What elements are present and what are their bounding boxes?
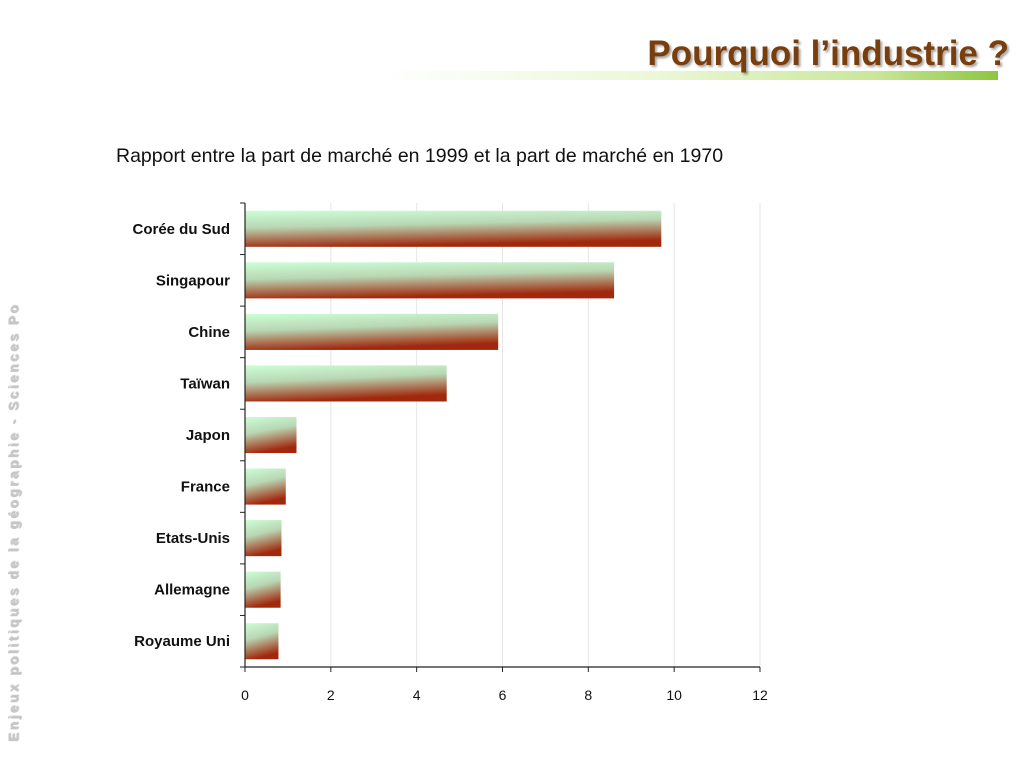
category-label: Chine — [188, 324, 230, 341]
labels: Corée du Sud Singapour Chine Taïwan Japon Fra… — [132, 221, 768, 703]
bar-royaume-uni — [245, 623, 279, 660]
x-tick-label: 8 — [584, 687, 592, 703]
x-tick-label: 2 — [327, 687, 335, 703]
bar-corée-du-sud — [245, 210, 662, 247]
bar-singapour — [245, 262, 615, 299]
x-tick-label: 12 — [752, 687, 768, 703]
category-label: Japon — [186, 427, 230, 444]
category-label: France — [181, 479, 230, 496]
category-label: Singapour — [156, 272, 230, 289]
bar-japon — [245, 416, 297, 454]
category-label: Royaume Uni — [134, 633, 230, 650]
slide-title: Pourquoi l’industrie ? — [647, 34, 1009, 73]
x-tick-label: 6 — [499, 687, 507, 703]
title-underline-bar — [380, 71, 998, 80]
bar-etats-unis — [245, 520, 282, 557]
x-tick-label: 4 — [413, 687, 421, 703]
category-label: Etats-Unis — [156, 530, 230, 547]
chart-title: Rapport entre la part de marché en 1999 … — [116, 145, 724, 167]
bar-taïwan — [245, 365, 447, 402]
bar-france — [245, 468, 286, 505]
bars — [245, 210, 662, 660]
category-label: Taïwan — [180, 375, 230, 392]
bar-allemagne — [245, 571, 281, 608]
axes — [240, 202, 761, 672]
category-label: Corée du Sud — [132, 221, 230, 238]
x-tick-label: 0 — [241, 687, 249, 703]
category-label: Allemagne — [154, 582, 230, 599]
x-tick-label: 10 — [666, 687, 682, 703]
bar-chine — [245, 313, 499, 350]
